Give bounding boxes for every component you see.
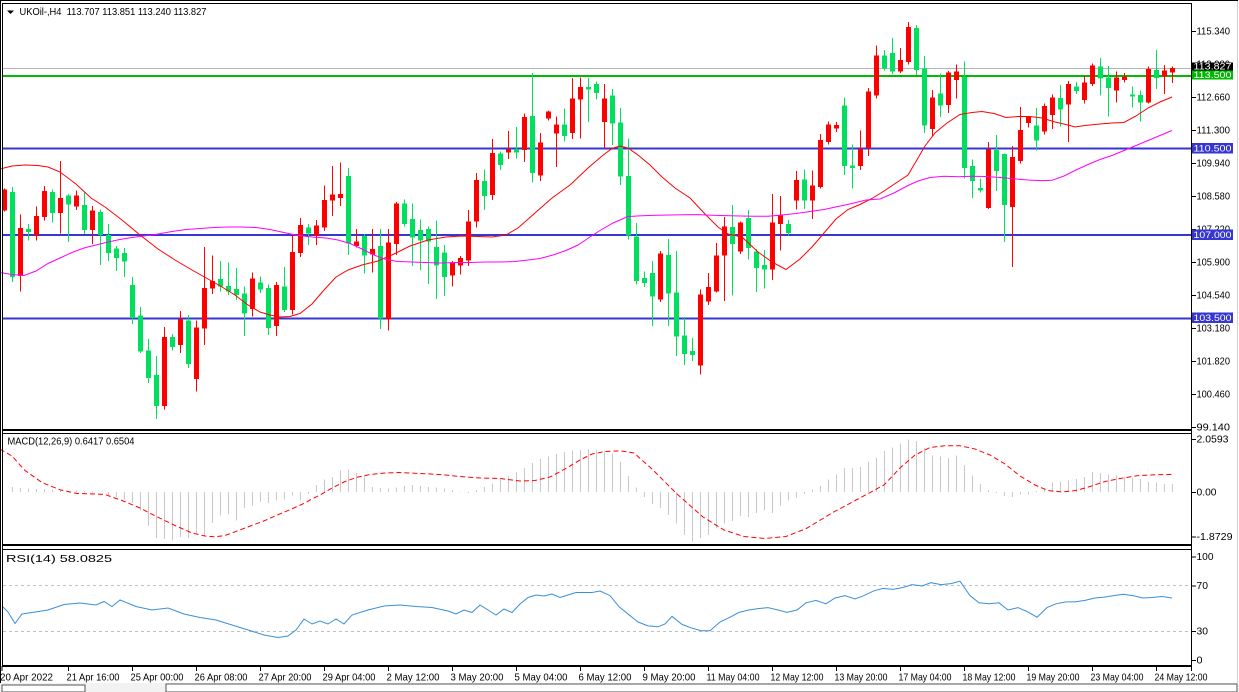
svg-text:5 May 04:00: 5 May 04:00 [515,672,568,684]
svg-text:105.900: 105.900 [1197,257,1231,269]
svg-text:2 May 12:00: 2 May 12:00 [387,672,440,684]
svg-text:100: 100 [1197,551,1214,563]
svg-text:113.827: 113.827 [1194,62,1232,72]
svg-text:25 Apr 00:00: 25 Apr 00:00 [131,672,184,684]
svg-text:26 Apr 08:00: 26 Apr 08:00 [195,672,248,684]
svg-text:21 Apr 16:00: 21 Apr 16:00 [67,672,120,684]
svg-text:109.940: 109.940 [1197,158,1231,170]
svg-text:101.820: 101.820 [1197,356,1231,368]
svg-text:13 May 20:00: 13 May 20:00 [835,672,888,684]
svg-text:110.500: 110.500 [1194,144,1232,154]
svg-text:112.660: 112.660 [1197,92,1231,104]
svg-text:70: 70 [1197,580,1209,592]
svg-text:MACD(12,26,9) 0.6417 0.6504: MACD(12,26,9) 0.6417 0.6504 [8,436,135,448]
svg-text:27 Apr 20:00: 27 Apr 20:00 [259,672,312,684]
svg-text:UKOil-,H4 113.707 113.851 113: UKOil-,H4 113.707 113.851 113.240 113.82… [20,6,207,18]
svg-text:113.500: 113.500 [1194,70,1232,80]
svg-text:2.0593: 2.0593 [1197,434,1229,446]
svg-text:99.140: 99.140 [1197,422,1231,434]
svg-text:11 May 04:00: 11 May 04:00 [707,672,760,684]
svg-text:103.180: 103.180 [1197,323,1231,335]
svg-text:19 May 20:00: 19 May 20:00 [1027,672,1080,684]
svg-text:103.500: 103.500 [1194,313,1232,323]
svg-text:0.00: 0.00 [1197,487,1217,499]
svg-text:23 May 04:00: 23 May 04:00 [1091,672,1144,684]
svg-text:-1.8729: -1.8729 [1197,531,1233,543]
svg-text:RSI(14) 58.0825: RSI(14) 58.0825 [6,553,112,565]
svg-text:108.580: 108.580 [1197,191,1231,203]
svg-text:111.300: 111.300 [1197,125,1231,137]
svg-text:20 Apr 2022: 20 Apr 2022 [0,672,53,684]
svg-text:30: 30 [1197,626,1209,638]
svg-text:104.540: 104.540 [1197,290,1231,302]
svg-text:0: 0 [1197,655,1203,667]
svg-text:100.460: 100.460 [1197,389,1231,401]
svg-text:3 May 20:00: 3 May 20:00 [451,672,504,684]
svg-text:12 May 12:00: 12 May 12:00 [771,672,824,684]
svg-text:18 May 12:00: 18 May 12:00 [963,672,1016,684]
svg-text:115.340: 115.340 [1197,26,1231,38]
svg-text:29 Apr 04:00: 29 Apr 04:00 [323,672,376,684]
svg-text:107.000: 107.000 [1194,230,1232,240]
svg-text:6 May 12:00: 6 May 12:00 [579,672,632,684]
svg-text:9 May 20:00: 9 May 20:00 [643,672,696,684]
svg-text:24 May 12:00: 24 May 12:00 [1155,672,1208,684]
svg-text:17 May 04:00: 17 May 04:00 [899,672,952,684]
